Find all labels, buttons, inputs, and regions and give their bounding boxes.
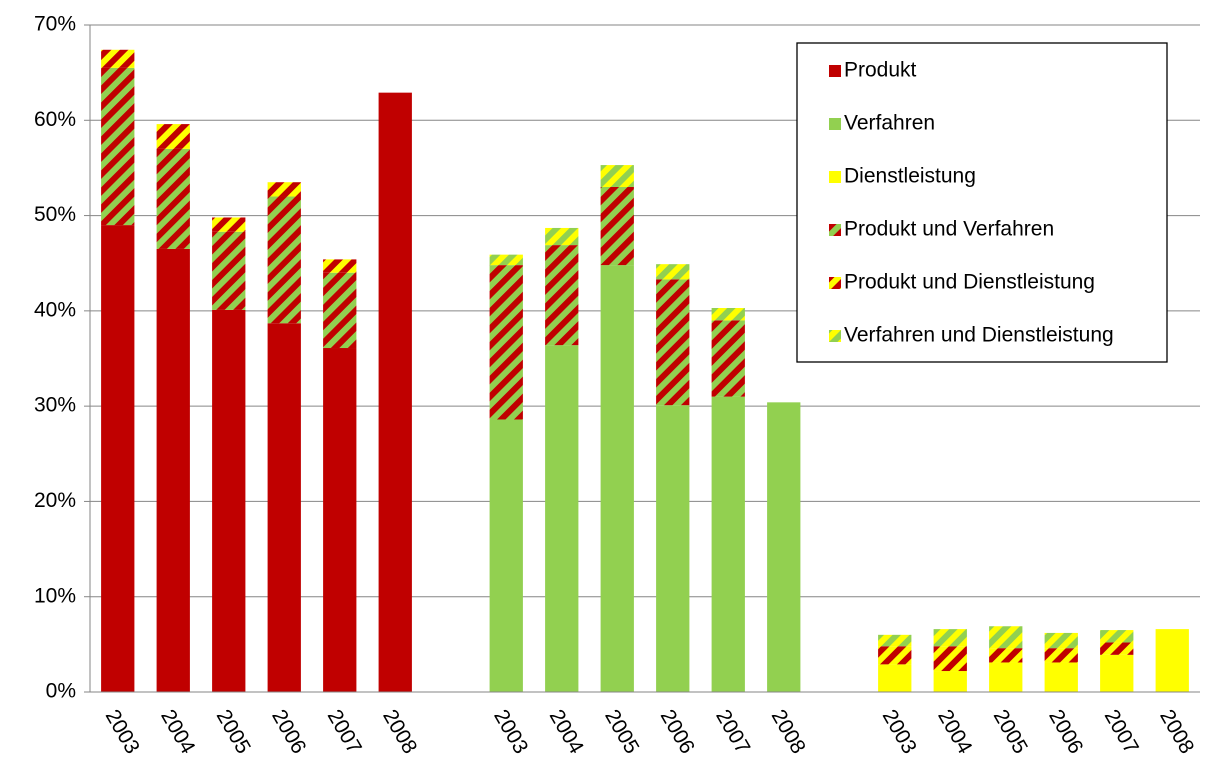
x-tick-label: 2003 (101, 706, 144, 758)
bar-segment (1155, 629, 1189, 692)
bar-segment (323, 348, 357, 692)
bar-segment (489, 254, 523, 266)
x-tick-label: 2004 (933, 706, 976, 758)
bar-segment (933, 646, 967, 672)
bar-segment (989, 626, 1023, 649)
legend-swatch (829, 330, 841, 342)
x-tick-label: 2004 (156, 706, 199, 758)
legend-label: Produkt und Verfahren (844, 218, 1054, 241)
bar-segment (600, 165, 634, 187)
bar-segment (545, 345, 579, 692)
bar-segment (878, 646, 912, 665)
legend-label: Verfahren und Dienstleistung (844, 324, 1114, 347)
y-tick-label: 20% (34, 489, 76, 512)
y-tick-label: 10% (34, 584, 76, 607)
x-tick-label: 2003 (878, 706, 921, 758)
legend-label: Dienstleistung (844, 165, 976, 188)
bar-segment (156, 148, 190, 249)
y-tick-label: 70% (34, 13, 76, 36)
legend-label: Produkt und Dienstleistung (844, 271, 1095, 294)
x-tick-label: 2005 (212, 706, 255, 758)
bar-segment (878, 634, 912, 647)
legend-box (796, 42, 1168, 363)
bar-segment (212, 309, 246, 692)
bar-segment (156, 248, 190, 692)
bar-segment (711, 320, 745, 397)
x-tick-label: 2003 (489, 706, 532, 758)
x-tick-label: 2004 (545, 706, 588, 758)
bar-segment (878, 664, 912, 692)
y-tick-label: 30% (34, 394, 76, 417)
y-tick-label: 60% (34, 108, 76, 131)
bar-segment (1044, 648, 1078, 663)
bar-segment (267, 196, 301, 324)
bar-segment (101, 225, 135, 692)
bar-segment (600, 265, 634, 692)
legend-swatch (829, 171, 841, 183)
legend-swatch (829, 65, 841, 77)
bar-segment (267, 182, 301, 197)
bar-segment (933, 671, 967, 692)
bar-segment (711, 396, 745, 692)
x-tick-label: 2007 (711, 706, 754, 758)
bar-segment (767, 402, 801, 692)
bar-segment (600, 186, 634, 266)
bar-segment (101, 67, 135, 226)
bar-segment (212, 217, 246, 232)
legend-label: Verfahren (844, 112, 935, 135)
bar-segment (1044, 632, 1078, 649)
legend-swatch (829, 118, 841, 130)
y-tick-label: 50% (34, 203, 76, 226)
bar-segment (545, 245, 579, 346)
y-tick-label: 0% (46, 680, 76, 703)
x-tick-label: 2006 (1044, 706, 1087, 758)
bar-segment (989, 662, 1023, 692)
x-tick-label: 2005 (989, 706, 1032, 758)
bar-segment (156, 124, 190, 149)
bar-segment (323, 259, 357, 273)
legend-swatch (829, 224, 841, 236)
bar-segment (101, 49, 135, 68)
legend-swatch (829, 277, 841, 289)
bar-segment (1100, 654, 1134, 692)
bar-segment (212, 231, 246, 310)
legend-label: Produkt (844, 59, 917, 82)
x-tick-label: 2007 (323, 706, 366, 758)
bar-segment (1100, 642, 1134, 655)
bar-segment (323, 272, 357, 349)
x-tick-label: 2006 (656, 706, 699, 758)
y-tick-label: 40% (34, 298, 76, 321)
bar-segment (656, 405, 690, 692)
bar-segment (656, 279, 690, 406)
x-tick-label: 2008 (767, 706, 810, 758)
bar-segment (711, 307, 745, 321)
x-tick-label: 2006 (267, 706, 310, 758)
bar-segment (267, 323, 301, 692)
bar-segment (489, 265, 523, 420)
x-tick-label: 2008 (1155, 706, 1198, 758)
bar-segment (989, 648, 1023, 663)
bar-segment (1044, 662, 1078, 692)
x-tick-label: 2005 (600, 706, 643, 758)
bar-segment (378, 92, 412, 693)
bar-segment (1100, 630, 1134, 643)
bar-segment (545, 227, 579, 246)
bar-segment (656, 264, 690, 280)
bar-segment (933, 629, 967, 647)
x-tick-label: 2008 (378, 706, 421, 758)
x-tick-label: 2007 (1100, 706, 1143, 758)
bar-segment (489, 419, 523, 692)
